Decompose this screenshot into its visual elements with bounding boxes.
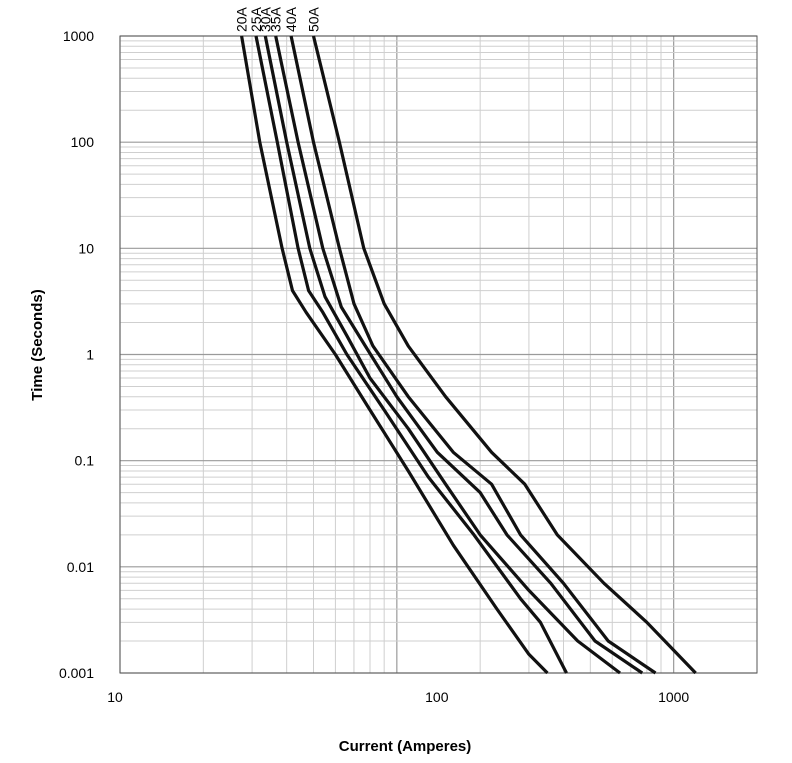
series-label-25a: 25A [248,6,264,32]
x-tick-label: 1000 [658,689,689,705]
series-label-30a: 30A [257,6,273,32]
series-label-50a: 50A [305,6,321,32]
y-axis-title: Time (Seconds) [29,289,46,400]
y-tick-label: 1 [86,347,94,363]
y-tick-label: 0.001 [59,665,94,681]
y-tick-label: 0.1 [75,453,95,469]
x-tick-label: 100 [425,689,449,705]
series-curve-30a [263,35,621,675]
series-curve-50a [311,35,697,675]
x-axis-title: Current (Amperes) [339,738,472,755]
x-tick-label: 10 [107,689,123,705]
series-curve-20a [240,35,549,675]
series-curve-40a [289,35,657,675]
y-tick-label: 100 [71,134,95,150]
grid-lines [119,35,758,674]
y-tick-label: 1000 [63,28,94,44]
series-label-40a: 40A [283,6,299,32]
series-label-35a: 35A [268,6,284,32]
series-curves [240,35,697,675]
tick-labels: 1000 100 10 1 0.1 0.01 0.001 10 100 1000 [59,28,689,705]
series-curve-35a [274,35,644,675]
y-tick-label: 0.01 [67,559,94,575]
y-tick-label: 10 [78,240,94,256]
series-curve-25a [254,35,568,674]
series-label-20a: 20A [234,6,250,32]
plot-frame [119,35,758,674]
